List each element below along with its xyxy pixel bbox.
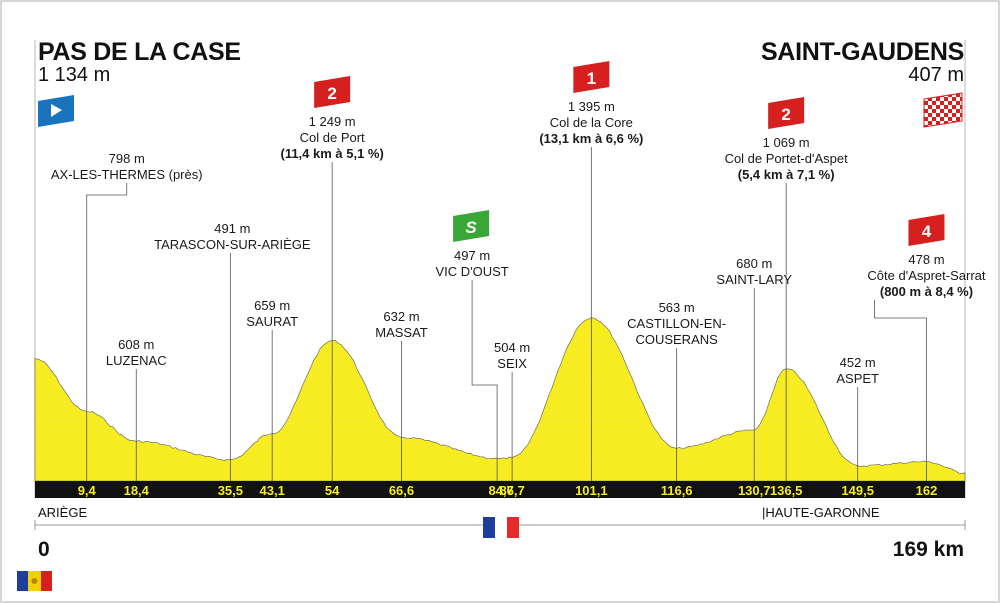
waypoint-altitude: 491 m [214, 221, 250, 236]
waypoint-altitude: 1 395 m [568, 99, 615, 114]
km-tick-label: 18,4 [124, 483, 150, 498]
km-tick-label: 116,6 [661, 483, 693, 498]
km-tick-label: 43,1 [260, 483, 285, 498]
km-tick-label: 136,5 [770, 483, 803, 498]
waypoint-altitude: 497 m [454, 248, 490, 263]
waypoint-name: MASSAT [375, 325, 428, 340]
region-left: ARIÈGE [38, 505, 88, 520]
waypoint-altitude: 659 m [254, 298, 290, 313]
france-flag-icon [483, 517, 519, 538]
waypoint-altitude: 798 m [109, 151, 145, 166]
km-tick-label: 84,7 [488, 483, 513, 498]
waypoint-name: Col de Portet-d'Aspet [725, 151, 849, 166]
start-flag-icon [38, 95, 74, 127]
waypoint-name: SAURAT [246, 314, 298, 329]
climb-flag-shape [314, 76, 351, 108]
waypoint-name: COUSERANS [635, 332, 718, 347]
waypoint-climb-detail: (5,4 km à 7,1 %) [738, 167, 835, 182]
andorra-flag-icon [17, 571, 52, 591]
km-tick-label: 149,5 [841, 483, 874, 498]
waypoint-name: ASPET [836, 371, 879, 386]
sprint-flag-shape [453, 210, 490, 242]
climb-category-icon: 2 [314, 76, 351, 108]
leader-line [471, 280, 498, 481]
waypoint-altitude: 1 069 m [763, 135, 810, 150]
waypoint-altitude: 680 m [736, 256, 772, 271]
waypoint-altitude: 452 m [840, 355, 876, 370]
km-tick-label: 130,7 [738, 483, 771, 498]
region-right: |HAUTE-GARONNE [762, 505, 880, 520]
waypoint-name: Côte d'Aspret-Sarrat [867, 268, 985, 283]
km-tick-label: 35,5 [218, 483, 243, 498]
waypoint-altitude: 478 m [908, 252, 944, 267]
waypoint-altitude: 1 249 m [309, 114, 356, 129]
sprint-label: S [465, 218, 477, 237]
km-tick-label: 162 [916, 483, 938, 498]
leader-line [86, 183, 128, 481]
profile-outline [34, 317, 966, 482]
climb-category-label: 4 [922, 222, 932, 241]
finish-altitude: 407 m [908, 64, 964, 86]
climb-category-label: 2 [327, 84, 336, 103]
distance-end: 169 km [892, 538, 964, 561]
km-tick-label: 9,4 [78, 483, 97, 498]
climb-flag-shape [768, 97, 805, 129]
finish-town: SAINT-GAUDENS [760, 38, 964, 66]
waypoint-name: TARASCON-SUR-ARIÈGE [154, 237, 311, 252]
waypoint-climb-detail: (11,4 km à 5,1 %) [280, 146, 383, 161]
waypoint-name: VIC D'OUST [435, 264, 508, 279]
waypoint-altitude: 632 m [383, 309, 419, 324]
waypoint-name: SEIX [497, 356, 527, 371]
km-tick-label: 66,6 [389, 483, 414, 498]
distance-start: 0 [38, 538, 50, 561]
waypoint-name: Col de Port [300, 130, 365, 145]
km-tick-label: 86,7 [499, 483, 524, 498]
climb-category-label: 1 [587, 69, 596, 88]
tick-layer: 9,4 18,4 35,5 43,1 54 66,6 84,786,7 101,1 116,6 1… [78, 483, 938, 498]
waypoint-climb-detail: (13,1 km à 6,6 %) [539, 131, 643, 146]
waypoint-name: SAINT-LARY [716, 272, 792, 287]
waypoint-name: LUZENAC [106, 353, 167, 368]
waypoint-altitude: 563 m [659, 300, 695, 315]
km-tick-label: 101,1 [575, 483, 608, 498]
waypoint-name: CASTILLON-EN- [627, 316, 726, 331]
km-tick-label: 54 [325, 483, 340, 498]
climb-flag-shape [573, 61, 610, 93]
waypoint-altitude: 608 m [118, 337, 154, 352]
waypoint-altitude: 504 m [494, 340, 530, 355]
leader-line [874, 300, 927, 481]
climb-category-label: 2 [781, 105, 790, 124]
start-altitude: 1 134 m [38, 64, 111, 86]
sprint-icon: S [453, 210, 490, 242]
finish-flag-icon [923, 92, 963, 128]
climb-flag-shape [908, 214, 945, 246]
km-band [35, 481, 965, 498]
climb-category-icon: 4 [908, 214, 945, 246]
climb-category-icon: 1 [573, 61, 610, 93]
start-town: PAS DE LA CASE [38, 38, 241, 66]
waypoint-name: AX-LES-THERMES (près) [51, 167, 203, 182]
waypoint-label: 798 mAX-LES-THERMES (près) [51, 151, 203, 182]
waypoint-climb-detail: (800 m à 8,4 %) [880, 284, 973, 299]
waypoint-name: Col de la Core [550, 115, 633, 130]
profile-area [35, 317, 965, 481]
climb-category-icon: 2 [768, 97, 805, 129]
